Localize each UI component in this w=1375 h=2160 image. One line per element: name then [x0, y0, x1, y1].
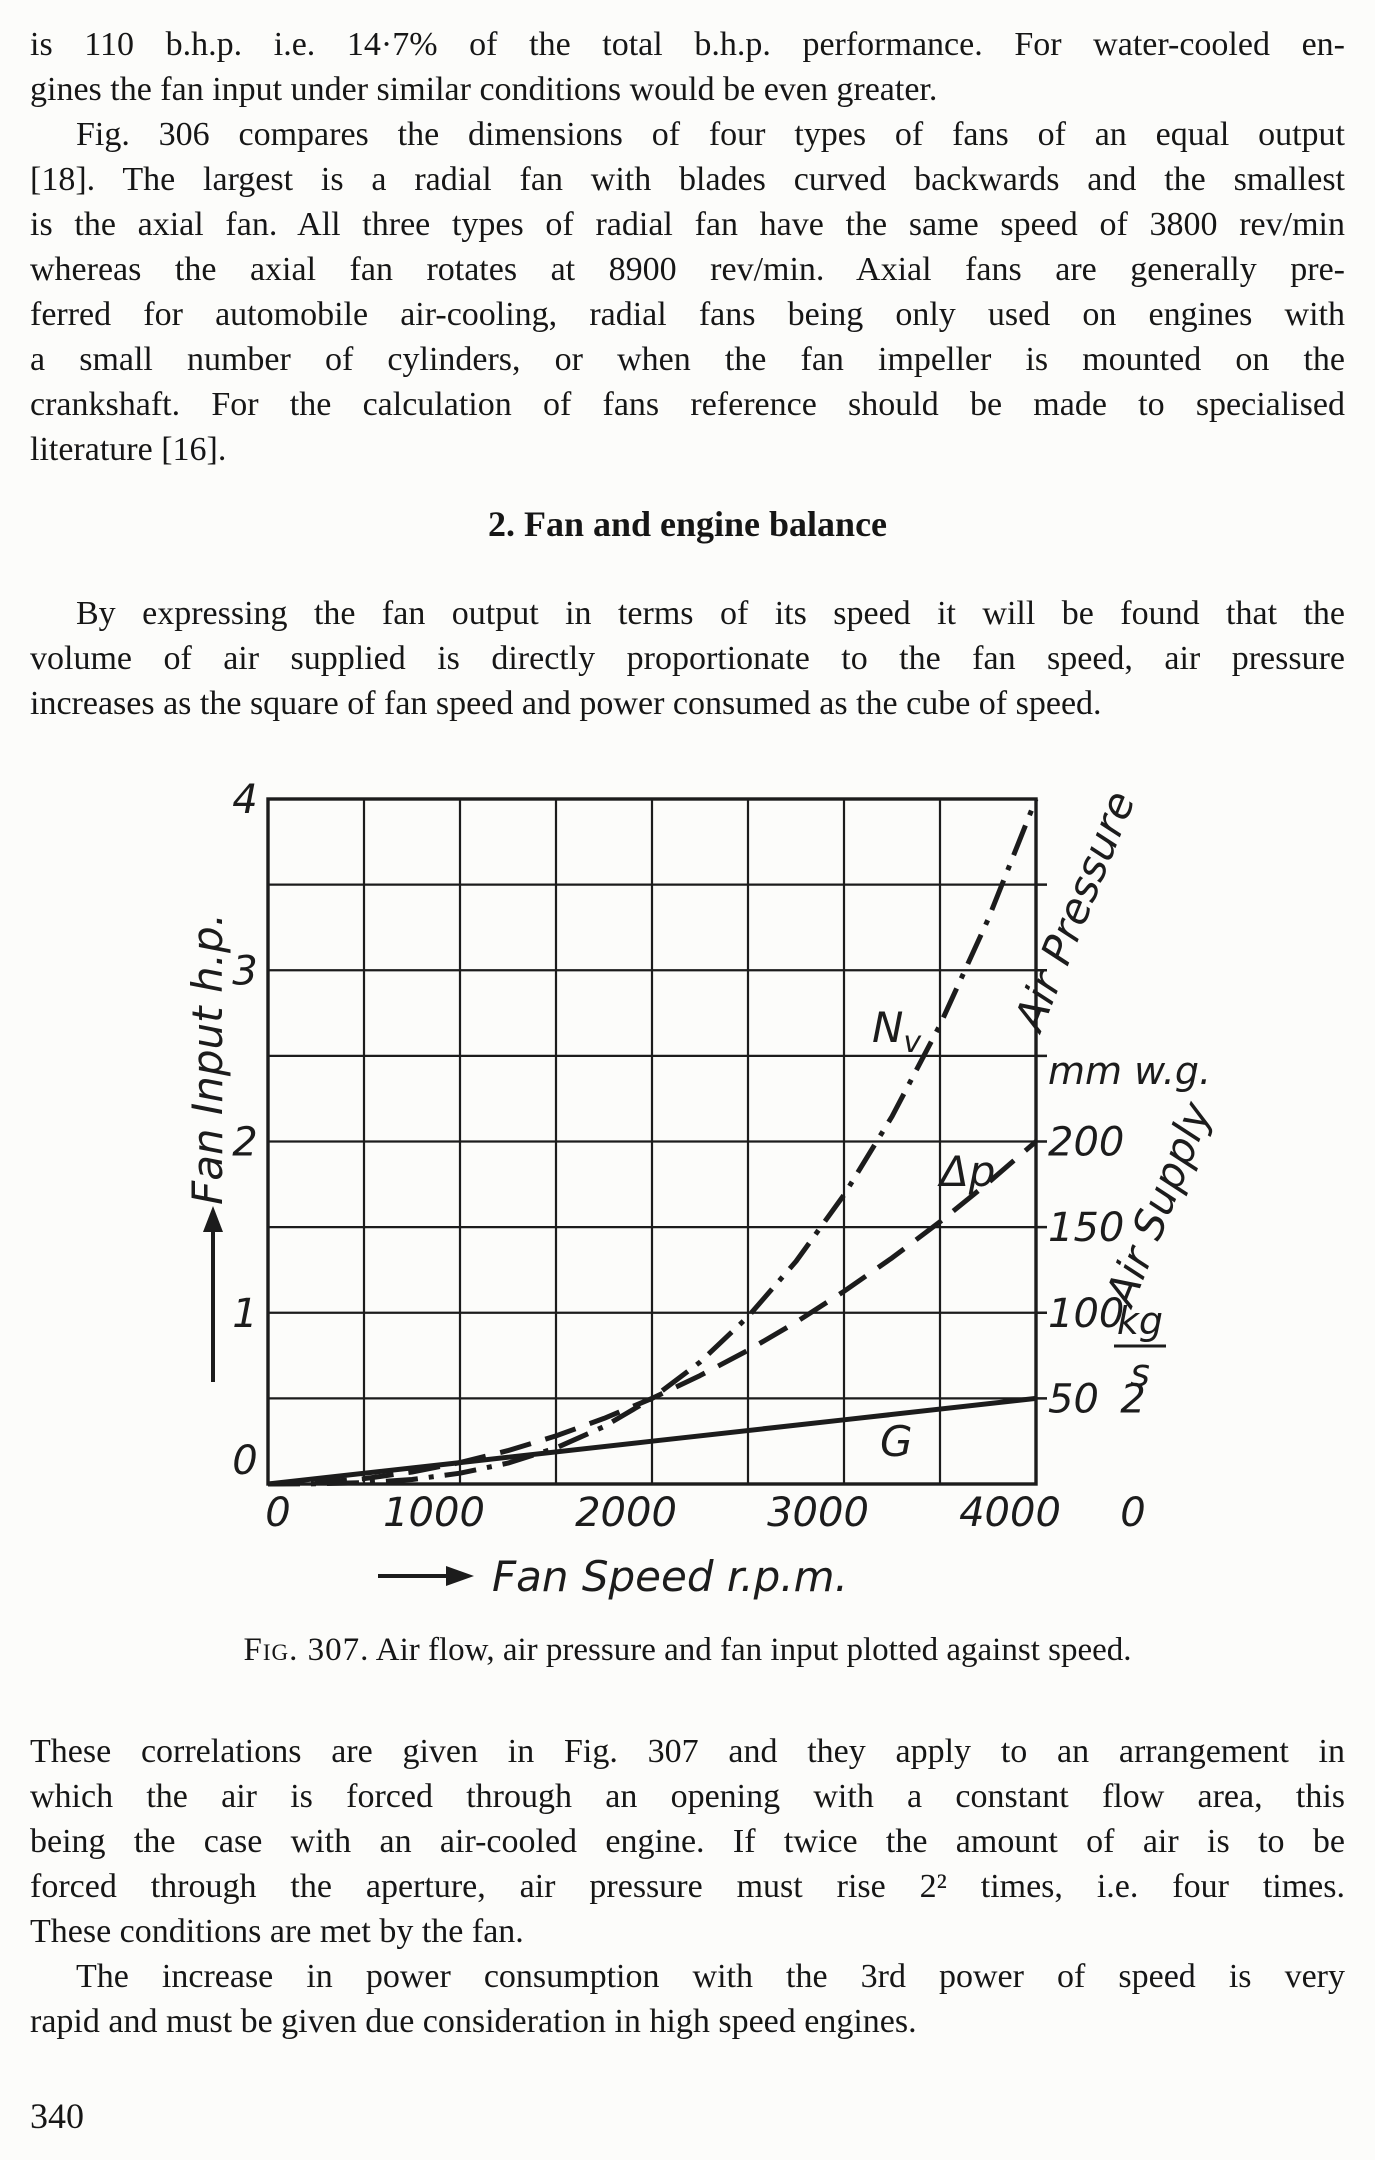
supply-units-numerator: kg	[1117, 1299, 1163, 1343]
paragraph-4: These correlations are given in Fig. 307…	[30, 1729, 1345, 1954]
y-tick-label: 4	[232, 777, 257, 823]
text-line: crankshaft. For the calculation of fans …	[30, 386, 1345, 423]
x-axis-title: Fan Speed r.p.m.	[492, 1552, 848, 1601]
text-line: The increase in power consumption with t…	[76, 1958, 1345, 1995]
text-line: ferred for automobile air-cooling, radia…	[30, 296, 1345, 333]
text-line: whereas the axial fan rotates at 8900 re…	[30, 251, 1345, 288]
chart-grid	[266, 797, 1047, 1486]
text-line: [18]. The largest is a radial fan with b…	[30, 161, 1345, 198]
supply-tick-label: 0	[1120, 1490, 1145, 1536]
chart-curves	[267, 798, 1039, 1487]
curve-air-supply	[267, 1395, 1037, 1487]
text-line: gines the fan input under similar condit…	[30, 71, 938, 108]
x-tick-label: 1000	[383, 1490, 485, 1536]
nv-curve-label: Nv	[872, 1003, 922, 1060]
figure-307: 0 1000 2000 3000 4000 0 1 2 3 4 50 100 150 200 0 2 Fan …	[30, 754, 1345, 1604]
y-tick-label: 0	[232, 1438, 257, 1484]
figure-caption-text: Air flow, air pressure and fan input plo…	[369, 1632, 1132, 1668]
text-line: literature [16].	[30, 431, 227, 468]
curve-air-pressure	[267, 1139, 1038, 1487]
y-axis-title: Fan Input h.p.	[183, 913, 232, 1205]
paragraph-2: Fig. 306 compares the dimensions of four…	[30, 112, 1345, 472]
text-line: is the axial fan. All three types of rad…	[30, 206, 1345, 243]
text-line: a small number of cylinders, or when the…	[30, 341, 1345, 378]
text-line: is 110 b.h.p. i.e. 14·7% of the total b.…	[30, 26, 1345, 63]
supply-units-denominator: s	[1130, 1351, 1150, 1395]
supply-tick-label: 2	[1120, 1376, 1145, 1422]
y-tick-label: 3	[232, 948, 257, 994]
pressure-tick-label: 50	[1048, 1376, 1099, 1422]
section-heading: 2. Fan and engine balance	[487, 504, 888, 544]
y-tick-label: 1	[232, 1291, 257, 1337]
x-tick-label: 4000	[959, 1490, 1061, 1536]
pressure-units-label: mm w.g.	[1048, 1049, 1211, 1093]
figure-caption: Fig. 307. Air flow, air pressure and fan…	[30, 1628, 1345, 1673]
pressure-tick-label: 200	[1048, 1120, 1124, 1166]
text-line: being the case with an air-cooled engine…	[30, 1823, 1345, 1860]
text-line: These correlations are given in Fig. 307…	[30, 1733, 1345, 1770]
supply-units-fraction: kg s	[1114, 1299, 1166, 1395]
text-line: volume of air supplied is directly propo…	[30, 640, 1345, 677]
text-line: rapid and must be given due consideratio…	[30, 2003, 917, 2040]
dp-curve-label: Δp	[937, 1147, 995, 1196]
pressure-axis-title: Air Pressure	[1003, 784, 1144, 1040]
paragraph-3: By expressing the fan output in terms of…	[30, 591, 1345, 726]
text-line: These conditions are met by the fan.	[30, 1913, 524, 1950]
x-tick-label: 0	[265, 1490, 290, 1536]
text-line: By expressing the fan output in terms of…	[76, 595, 1345, 632]
paragraph-5: The increase in power consumption with t…	[30, 1954, 1345, 2044]
pressure-tick-label: 100	[1048, 1291, 1124, 1337]
x-axis-arrow-icon	[378, 1566, 474, 1586]
y-tick-label: 2	[232, 1120, 257, 1166]
pressure-tick-label: 150	[1048, 1205, 1124, 1251]
text-line: which the air is forced through an openi…	[30, 1778, 1345, 1815]
text-line: forced through the aperture, air pressur…	[30, 1868, 1345, 1905]
y-axis-arrow-icon	[203, 1206, 223, 1382]
x-tick-label: 2000	[575, 1490, 677, 1536]
page-number: 340	[30, 2096, 84, 2136]
paragraph-1: is 110 b.h.p. i.e. 14·7% of the total b.…	[30, 22, 1345, 112]
figure-caption-label: Fig. 307.	[243, 1632, 370, 1668]
x-tick-label: 3000	[767, 1490, 869, 1536]
text-line: Fig. 306 compares the dimensions of four…	[76, 116, 1345, 153]
g-curve-label: G	[880, 1417, 913, 1466]
text-line: increases as the square of fan speed and…	[30, 685, 1102, 722]
